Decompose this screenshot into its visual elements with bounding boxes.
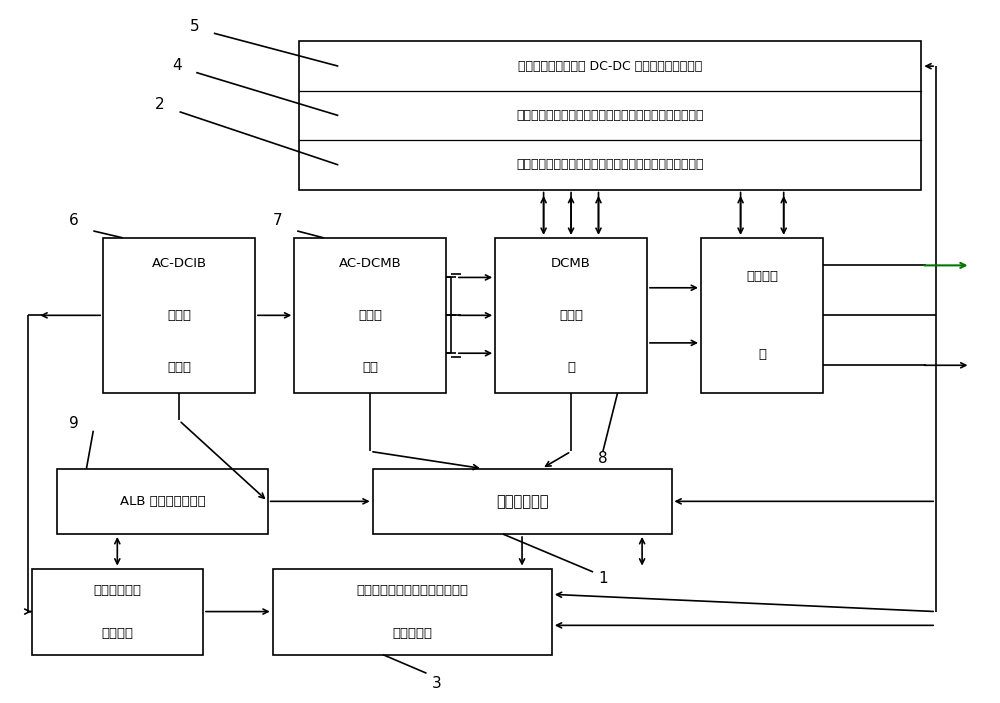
Bar [701, 238, 823, 393]
Bar [294, 238, 446, 393]
Text: 检测模块: 检测模块 [101, 626, 133, 640]
Text: 直流母: 直流母 [559, 309, 583, 322]
Text: 2: 2 [155, 97, 165, 112]
Bar [103, 238, 255, 393]
Text: 矩阵级高压直流标称负荷功率输: 矩阵级高压直流标称负荷功率输 [356, 583, 468, 597]
Text: 输入电压电流: 输入电压电流 [93, 583, 141, 597]
Text: 板: 板 [567, 361, 575, 373]
Text: 出采样模块: 出采样模块 [392, 626, 432, 640]
Text: 母板: 母板 [362, 361, 378, 373]
Text: 8: 8 [598, 451, 608, 466]
Bar [32, 569, 203, 654]
Text: 3: 3 [431, 676, 441, 691]
Text: 1: 1 [598, 572, 608, 586]
Text: 交直流: 交直流 [167, 309, 191, 322]
Text: 板: 板 [758, 347, 766, 361]
Text: 输入板: 输入板 [167, 361, 191, 373]
Text: 矩阵级高压直流阻抗特性负荷功率输出大小测量接收模块: 矩阵级高压直流阻抗特性负荷功率输出大小测量接收模块 [516, 158, 704, 172]
Bar [273, 569, 552, 654]
Bar [373, 469, 672, 534]
Text: 矩阵级高压直流阻抗特性负荷功率输出大小测量发送模块: 矩阵级高压直流阻抗特性负荷功率输出大小测量发送模块 [516, 109, 704, 122]
Text: ALB 告警控制采样板: ALB 告警控制采样板 [120, 495, 205, 508]
Text: AC-DCIB: AC-DCIB [151, 257, 207, 270]
Bar [299, 41, 921, 190]
Text: AC-DCMB: AC-DCMB [339, 257, 402, 270]
Text: 6: 6 [69, 213, 79, 228]
Bar [495, 238, 647, 393]
Text: 交直流: 交直流 [358, 309, 382, 322]
Bar [57, 469, 268, 534]
Text: 7: 7 [273, 213, 282, 228]
Text: 微处理单片机: 微处理单片机 [496, 494, 548, 509]
Text: 5: 5 [189, 19, 199, 34]
Text: 9: 9 [69, 416, 79, 432]
Text: DCMB: DCMB [551, 257, 591, 270]
Text: 矩阵级高压直流双向 DC-DC 自整定互偶备份模块: 矩阵级高压直流双向 DC-DC 自整定互偶备份模块 [518, 60, 702, 72]
Text: 输出滤波: 输出滤波 [746, 270, 778, 283]
Text: 4: 4 [172, 58, 181, 73]
